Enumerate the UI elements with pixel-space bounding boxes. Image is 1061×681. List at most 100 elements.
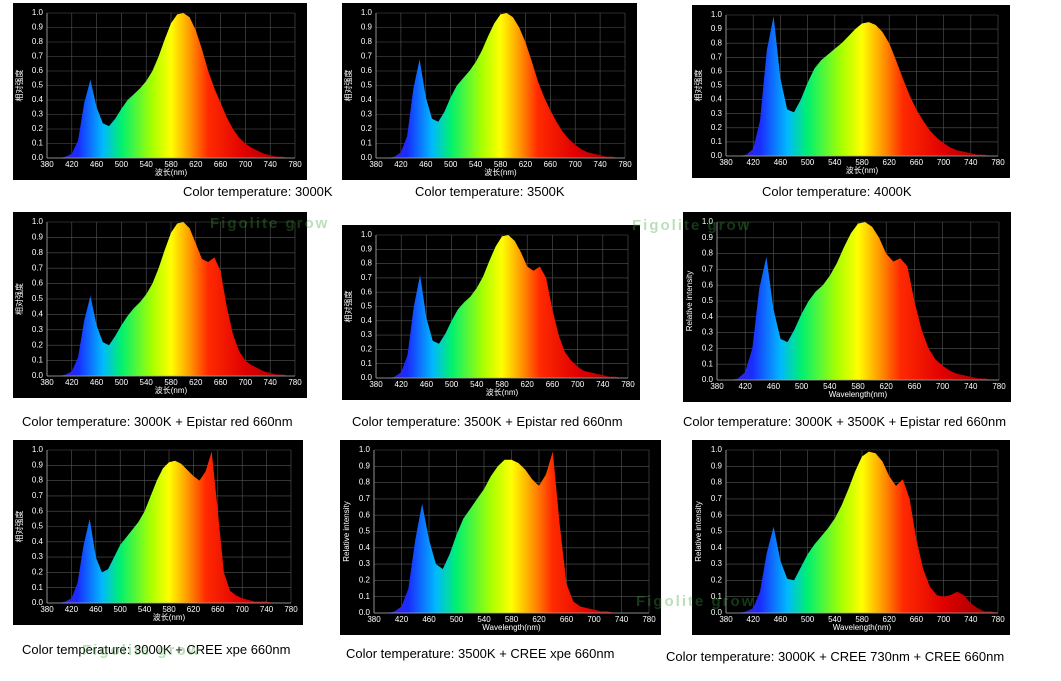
- y-tick-label: 0.6: [359, 510, 371, 519]
- y-tick-label: 0.7: [361, 52, 373, 61]
- y-tick-label: 0.2: [361, 345, 373, 354]
- spectrum-area: [726, 16, 998, 157]
- y-tick-label: 0.1: [711, 137, 723, 146]
- caption: Color temperature: 3000K + 3500K + Epist…: [683, 414, 1006, 429]
- y-tick-label: 0.5: [32, 522, 44, 531]
- y-tick-label: 0.8: [32, 37, 44, 46]
- y-tick-label: 0.0: [711, 608, 723, 617]
- y-tick-label: 0.0: [361, 153, 373, 162]
- y-tick-label: 0.5: [702, 296, 714, 305]
- watermark: Figolite grow: [636, 593, 755, 610]
- y-tick-label: 0.0: [702, 375, 714, 384]
- x-tick-label: 420: [394, 160, 408, 169]
- y-tick-label: 0.7: [702, 265, 714, 274]
- caption: Color temperature: 4000K: [762, 184, 912, 199]
- x-tick-label: 580: [855, 158, 869, 167]
- y-tick-label: 0.0: [361, 373, 373, 382]
- x-tick-label: 740: [964, 615, 978, 624]
- y-tick-label: 0.1: [361, 359, 373, 368]
- y-tick-label: 1.0: [359, 445, 371, 454]
- y-tick-label: 0.2: [702, 344, 714, 353]
- x-tick-label: 540: [469, 160, 483, 169]
- y-tick-label: 1.0: [32, 8, 44, 17]
- y-tick-label: 0.1: [359, 592, 371, 601]
- y-tick-label: 0.5: [711, 527, 723, 536]
- y-tick-label: 0.6: [711, 510, 723, 519]
- x-tick-label: 420: [747, 615, 761, 624]
- x-tick-label: 540: [470, 380, 484, 389]
- x-tick-label: 780: [991, 615, 1005, 624]
- y-tick-label: 0.8: [361, 259, 373, 268]
- watermark: Figolite grow: [210, 215, 329, 232]
- y-tick-label: 0.5: [32, 81, 44, 90]
- y-tick-label: 0.2: [711, 576, 723, 585]
- x-tick-label: 740: [964, 382, 978, 391]
- y-tick-label: 0.7: [32, 52, 44, 61]
- y-tick-label: 0.5: [711, 81, 723, 90]
- y-tick-label: 0.4: [32, 537, 44, 546]
- x-tick-label: 500: [115, 160, 129, 169]
- y-tick-label: 0.4: [32, 310, 44, 319]
- x-tick-label: 620: [521, 380, 535, 389]
- spectrum-area: [376, 235, 628, 378]
- y-tick-label: 0.3: [361, 330, 373, 339]
- watermark: Figolite grow: [82, 642, 201, 659]
- y-tick-label: 0.9: [32, 23, 44, 32]
- x-tick-label: 540: [828, 615, 842, 624]
- x-tick-label: 660: [910, 615, 924, 624]
- x-tick-label: 620: [189, 378, 203, 387]
- y-tick-label: 1.0: [711, 445, 723, 454]
- x-tick-label: 540: [138, 605, 152, 614]
- x-tick-label: 740: [615, 615, 629, 624]
- y-axis-label: 相对强度: [343, 291, 353, 323]
- y-tick-label: 0.4: [711, 543, 723, 552]
- x-tick-label: 780: [992, 382, 1006, 391]
- x-tick-label: 780: [642, 615, 656, 624]
- caption: Color temperature: 3000K + CREE xpe 660n…: [22, 642, 290, 657]
- x-tick-label: 780: [618, 160, 632, 169]
- x-tick-label: 660: [546, 380, 560, 389]
- y-tick-label: 0.4: [361, 316, 373, 325]
- y-tick-label: 0.2: [711, 123, 723, 132]
- x-tick-label: 500: [795, 382, 809, 391]
- y-tick-label: 0.2: [32, 340, 44, 349]
- x-tick-label: 460: [420, 380, 434, 389]
- spectrum-area: [374, 451, 649, 613]
- x-tick-label: 780: [288, 378, 302, 387]
- x-tick-label: 620: [883, 615, 897, 624]
- x-tick-label: 780: [991, 158, 1005, 167]
- caption: Color temperature: 3500K + CREE xpe 660n…: [346, 646, 614, 661]
- y-tick-label: 0.0: [32, 371, 44, 380]
- x-tick-label: 460: [90, 378, 104, 387]
- x-tick-label: 660: [214, 160, 228, 169]
- x-tick-label: 660: [908, 382, 922, 391]
- y-tick-label: 0.3: [359, 559, 371, 568]
- y-tick-label: 0.4: [702, 312, 714, 321]
- x-tick-label: 580: [162, 605, 176, 614]
- y-tick-label: 0.4: [361, 95, 373, 104]
- y-tick-label: 0.0: [359, 608, 371, 617]
- x-tick-label: 460: [89, 605, 103, 614]
- y-tick-label: 0.6: [361, 287, 373, 296]
- y-tick-label: 0.2: [359, 576, 371, 585]
- spectrum-area: [717, 222, 999, 380]
- x-tick-label: 700: [239, 378, 253, 387]
- x-axis-label: Wavelength(nm): [482, 623, 541, 632]
- x-tick-label: 380: [710, 382, 724, 391]
- y-axis-label: 相对强度: [14, 283, 24, 315]
- x-tick-label: 660: [211, 605, 225, 614]
- y-tick-label: 1.0: [711, 10, 723, 19]
- x-axis-label: 波长(nm): [846, 165, 879, 175]
- x-tick-label: 700: [569, 160, 583, 169]
- x-tick-label: 380: [40, 160, 54, 169]
- y-tick-label: 1.0: [702, 217, 714, 226]
- x-tick-label: 500: [450, 615, 464, 624]
- y-axis-label: 相对强度: [14, 70, 24, 102]
- x-tick-label: 700: [587, 615, 601, 624]
- x-tick-label: 420: [395, 615, 409, 624]
- x-tick-label: 460: [90, 160, 104, 169]
- spectrum-area: [47, 451, 291, 603]
- x-axis-label: 波长(nm): [155, 385, 188, 395]
- y-tick-label: 0.5: [361, 302, 373, 311]
- y-tick-label: 0.9: [711, 461, 723, 470]
